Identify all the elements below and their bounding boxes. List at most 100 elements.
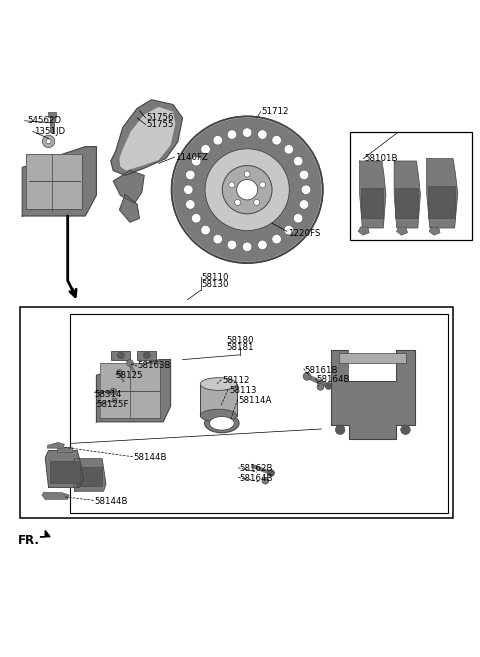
Text: 58114A: 58114A [239,396,272,405]
Circle shape [244,171,250,177]
Ellipse shape [173,118,321,261]
Ellipse shape [171,116,323,263]
Bar [48,112,56,117]
Ellipse shape [200,409,237,422]
Bar [111,351,130,359]
Circle shape [242,242,252,252]
Text: 58144B: 58144B [95,497,128,506]
Text: 1140FZ: 1140FZ [175,152,208,162]
Polygon shape [394,161,420,228]
Circle shape [325,382,332,390]
Text: 58180: 58180 [226,336,254,345]
Text: 51756: 51756 [147,114,174,122]
Circle shape [227,240,237,250]
Circle shape [201,145,210,154]
Circle shape [184,185,193,194]
Circle shape [258,240,267,250]
Polygon shape [45,451,84,487]
Circle shape [46,139,51,144]
Circle shape [192,214,201,223]
Text: 54562D: 54562D [27,116,61,125]
Circle shape [272,235,281,244]
Circle shape [301,185,311,194]
Circle shape [42,135,55,148]
Text: 58314: 58314 [94,390,121,399]
Circle shape [293,156,303,166]
Polygon shape [48,442,64,448]
Text: 58101B: 58101B [364,154,398,163]
Circle shape [300,200,309,209]
Circle shape [201,225,210,235]
Circle shape [192,156,201,166]
Circle shape [117,370,122,375]
Bar [20,307,453,518]
Ellipse shape [222,166,272,214]
Circle shape [118,352,124,359]
Text: 1220FS: 1220FS [288,229,320,238]
Polygon shape [42,492,69,499]
Ellipse shape [200,378,237,390]
Bar [428,187,455,217]
Text: 58161B: 58161B [305,366,338,374]
Polygon shape [120,107,175,171]
Text: 58144B: 58144B [134,453,167,463]
Text: 58181: 58181 [226,343,254,351]
Circle shape [300,170,309,179]
Circle shape [144,352,150,359]
Bar [339,353,406,363]
Bar [70,314,448,512]
Bar [396,188,418,218]
Bar [57,447,72,452]
Polygon shape [427,158,458,228]
Circle shape [254,200,260,206]
Polygon shape [396,227,408,235]
Circle shape [268,470,275,476]
Polygon shape [358,227,369,235]
Bar [200,384,237,416]
Polygon shape [349,350,396,381]
Text: 51712: 51712 [262,107,289,116]
Bar [350,132,472,240]
Text: 58163B: 58163B [137,361,170,371]
Bar [49,461,80,483]
Bar [49,117,54,132]
Circle shape [242,128,252,137]
Text: 58130: 58130 [202,280,229,289]
Circle shape [284,225,293,235]
Ellipse shape [204,414,239,433]
Text: 58164B: 58164B [239,474,273,483]
Polygon shape [111,100,182,175]
Circle shape [112,398,117,403]
Text: 58162B: 58162B [239,464,273,473]
Circle shape [293,214,303,223]
Ellipse shape [237,179,258,200]
Circle shape [186,200,195,209]
Text: 58110: 58110 [202,273,229,282]
Polygon shape [40,530,50,537]
Polygon shape [96,359,170,422]
Text: FR.: FR. [17,533,39,547]
Circle shape [186,170,195,179]
Text: 58113: 58113 [229,386,256,395]
Text: 58125: 58125 [116,371,143,380]
Circle shape [284,145,293,154]
Text: 1351JD: 1351JD [34,127,65,136]
Text: 58125F: 58125F [96,399,129,409]
Circle shape [235,200,240,206]
Polygon shape [120,194,140,222]
Polygon shape [331,350,415,439]
Ellipse shape [209,417,234,430]
Polygon shape [22,147,96,216]
Circle shape [229,182,235,188]
Circle shape [110,388,117,395]
Text: 51755: 51755 [147,120,174,129]
Circle shape [227,130,237,139]
Circle shape [272,135,281,145]
Circle shape [213,235,222,244]
Circle shape [317,384,324,390]
Polygon shape [113,171,144,203]
Circle shape [213,135,222,145]
Bar [76,467,102,486]
Ellipse shape [204,148,290,231]
Circle shape [401,425,410,434]
